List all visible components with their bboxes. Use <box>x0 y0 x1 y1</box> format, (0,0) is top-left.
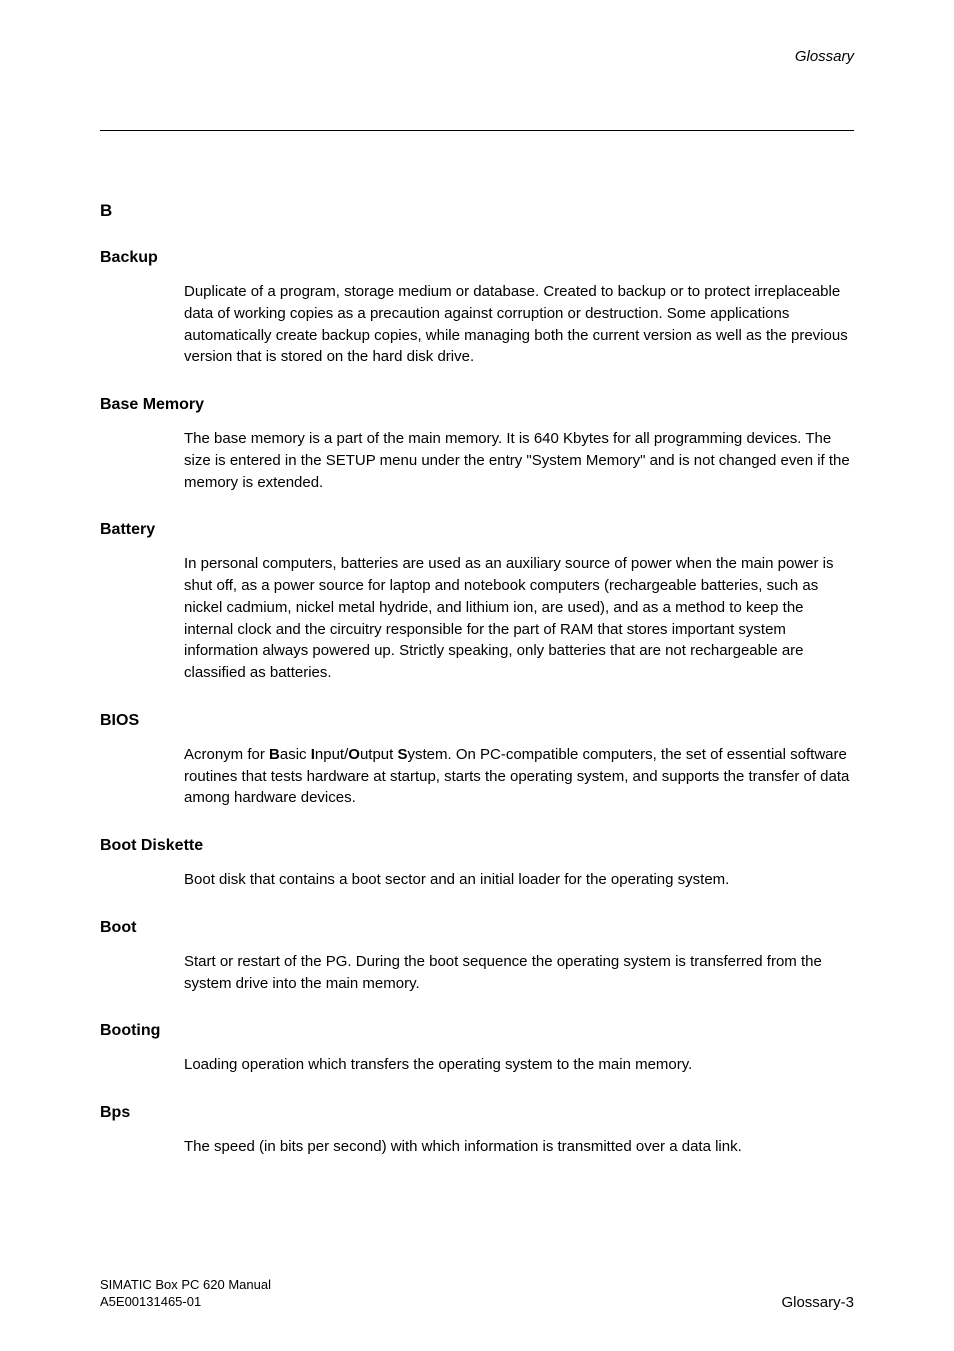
term-bps: Bps <box>100 1104 854 1122</box>
footer-doc-title: SIMATIC Box PC 620 Manual <box>100 1277 271 1294</box>
def-battery: In personal computers, batteries are use… <box>184 553 854 684</box>
content: B Backup Duplicate of a program, storage… <box>100 201 854 1158</box>
footer: SIMATIC Box PC 620 Manual A5E00131465-01… <box>100 1277 854 1311</box>
glossary-letter: B <box>100 201 854 221</box>
header-rule <box>100 130 854 131</box>
page: Glossary B Backup Duplicate of a program… <box>0 0 954 1351</box>
footer-left: SIMATIC Box PC 620 Manual A5E00131465-01 <box>100 1277 271 1311</box>
header-section-label: Glossary <box>795 48 854 65</box>
def-booting: Loading operation which transfers the op… <box>184 1054 854 1076</box>
def-backup: Duplicate of a program, storage medium o… <box>184 281 854 368</box>
def-boot: Start or restart of the PG. During the b… <box>184 951 854 995</box>
term-battery: Battery <box>100 521 854 539</box>
def-boot-diskette: Boot disk that contains a boot sector an… <box>184 869 854 891</box>
term-booting: Booting <box>100 1022 854 1040</box>
def-bps: The speed (in bits per second) with whic… <box>184 1136 854 1158</box>
footer-doc-number: A5E00131465-01 <box>100 1294 271 1311</box>
footer-page-label: Glossary-3 <box>781 1294 854 1311</box>
term-boot-diskette: Boot Diskette <box>100 837 854 855</box>
term-bios: BIOS <box>100 712 854 730</box>
term-boot: Boot <box>100 919 854 937</box>
term-base-memory: Base Memory <box>100 396 854 414</box>
term-backup: Backup <box>100 249 854 267</box>
def-bios: Acronym for Basic Input/Output System. O… <box>184 744 854 809</box>
def-base-memory: The base memory is a part of the main me… <box>184 428 854 493</box>
